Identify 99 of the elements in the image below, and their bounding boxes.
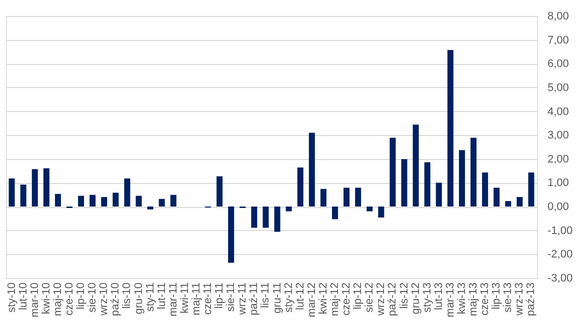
x-tick-label: lis-10 [121,282,134,309]
bar [320,188,326,207]
x-tick-label: sty-11 [144,282,156,312]
x-tick-label: paź-10 [110,282,122,316]
x-tick-label: cze-12 [340,282,353,316]
bar [32,169,38,207]
x-tick-label: wrz-13 [514,282,526,317]
bar [228,206,234,263]
bar [78,196,84,207]
bar [447,50,454,207]
y-tick-label: -3,00 [548,272,573,284]
x-tick-label: sty-13 [421,282,434,312]
x-tick-label: cze-10 [63,282,76,316]
x-tick-label: maj-10 [52,282,64,316]
bar [216,176,223,207]
x-tick-label: gru-10 [132,282,145,314]
bar [494,188,500,207]
bar [158,198,165,207]
bar [344,188,350,207]
bar [8,178,15,207]
y-tick-label: 6,00 [548,58,569,70]
x-tick-label: sty-12 [282,282,295,312]
x-tick-label: cze-11 [202,282,214,315]
bar [262,206,269,228]
bar [124,178,130,207]
bar [274,206,280,232]
x-tick-label: paź-11 [248,282,260,316]
bar [378,206,384,218]
x-tick-label: sie-12 [364,282,376,312]
bar [147,206,154,210]
x-tick-label: sie-10 [86,282,99,312]
bar [424,162,430,207]
x-tick-label: gru-12 [410,282,422,314]
y-tick-label: 7,00 [548,34,569,46]
x-tick-label: gru-11 [271,282,284,314]
x-tick-label: lip-12 [352,282,364,310]
x-tick-label: lut-12 [294,282,306,310]
x-tick-label: lip-11 [214,282,226,309]
y-tick-label: -1,00 [548,224,573,237]
y-tick-label: 1,00 [548,177,569,190]
x-tick-label: lut-13 [432,282,445,310]
x-tick-label: maj-12 [328,282,341,316]
bar [436,182,442,207]
bar [251,206,258,228]
x-tick-label: lis-12 [398,282,410,309]
x-tick-label: sie-13 [502,282,514,312]
bar [170,194,176,207]
x-tick-label: sie-11 [225,282,238,312]
y-tick-label: 8,00 [548,10,569,22]
x-tick-label: wrz-12 [375,282,388,317]
x-tick-label: lis-11 [260,282,272,308]
x-tick-label: paź-13 [525,282,538,316]
x-tick-label: mar-11 [167,282,180,317]
bar [136,196,142,207]
x-tick-label: maj-11 [190,282,202,316]
x-tick-label: maj-13 [468,282,480,316]
x-tick-label: kwi-13 [456,282,468,314]
x-tick-label: wrz-11 [236,282,249,316]
x-tick-label: kwi-11 [178,282,191,314]
x-tick-label: sty-10 [6,282,18,312]
x-tick-label: mar-10 [28,282,41,318]
bar [505,201,512,207]
bar [54,194,61,207]
bar [470,138,477,207]
bar [20,184,26,207]
y-tick-label: 0,00 [548,201,569,214]
x-tick-label: lip-13 [490,282,503,310]
y-tick-label: 2,00 [548,153,569,166]
bar [332,206,338,220]
y-tick-label: -2,00 [548,248,573,261]
bar [286,206,292,212]
y-tick-label: 3,00 [548,130,569,142]
bar [458,150,465,207]
bar [308,132,315,207]
x-tick-label: lut-11 [156,282,168,310]
bar [112,192,119,207]
y-tick-label: 5,00 [548,82,569,94]
bar [528,172,534,207]
x-tick-label: kwi-12 [317,282,330,314]
bar [101,197,108,207]
x-tick-label: cze-13 [479,282,492,316]
x-tick-label: kwi-10 [40,282,52,314]
x-tick-label: lut-10 [17,282,30,310]
bar [482,172,488,207]
x-tick-label: paź-12 [386,282,399,316]
bar [390,138,396,207]
x-tick-label: mar-12 [306,282,318,318]
y-tick-label: 4,00 [548,106,569,118]
bar [43,168,50,207]
bar [297,167,304,207]
x-tick-label: lip-10 [75,282,88,310]
x-tick-label: mar-13 [444,282,456,318]
bar [401,159,408,207]
bar [412,124,419,207]
bar [355,188,362,207]
bar [90,194,96,207]
bar [516,197,523,207]
bar [366,206,373,212]
x-tick-label: wrz-10 [98,282,110,317]
